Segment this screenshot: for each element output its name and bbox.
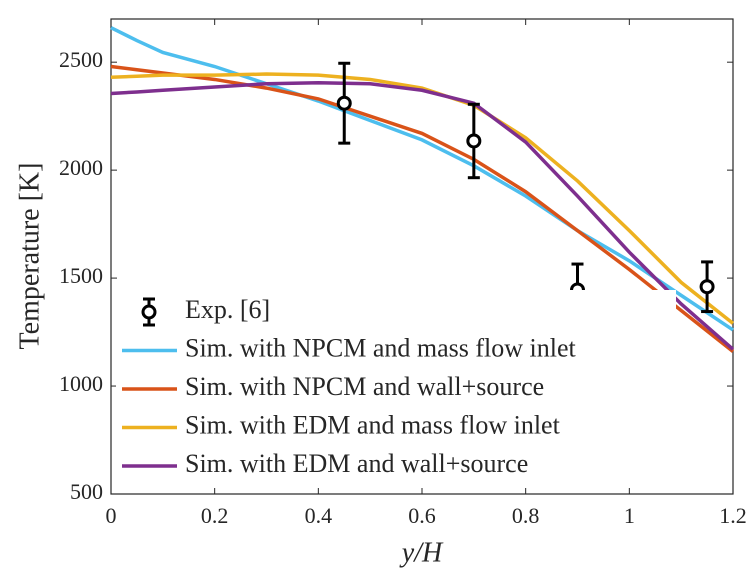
y-tick-label: 1500 (59, 263, 103, 288)
exp-point (699, 279, 715, 295)
y-tick-label: 2000 (59, 155, 103, 180)
legend-label: Sim. with NPCM and mass flow inlet (185, 333, 577, 362)
x-tick-label: 0.2 (201, 503, 229, 528)
legend-label: Exp. [6] (185, 295, 270, 324)
line-series (110, 26, 734, 332)
legend-box (116, 290, 676, 486)
x-tick-label: 1.2 (719, 503, 747, 528)
line-series (110, 80, 735, 351)
y-tick-label: 500 (70, 479, 103, 504)
exp-point (336, 95, 352, 111)
legend-marker (141, 304, 157, 320)
x-tick-label: 0.4 (305, 503, 333, 528)
line-series (110, 72, 735, 325)
x-tick-label: 0.8 (512, 503, 540, 528)
y-tick-label: 1000 (59, 371, 103, 396)
x-tick-label: 0.6 (408, 503, 436, 528)
x-tick-label: 0 (106, 503, 117, 528)
x-axis-label: y/H (399, 537, 444, 568)
legend-label: Sim. with EDM and mass flow inlet (185, 410, 561, 439)
y-tick-label: 2500 (59, 47, 103, 72)
legend-label: Sim. with NPCM and wall+source (185, 372, 544, 401)
legend-label: Sim. with EDM and wall+source (185, 449, 528, 478)
exp-point (466, 133, 482, 149)
y-axis-label: Temperature [K] (14, 163, 45, 350)
x-tick-label: 1 (624, 503, 635, 528)
